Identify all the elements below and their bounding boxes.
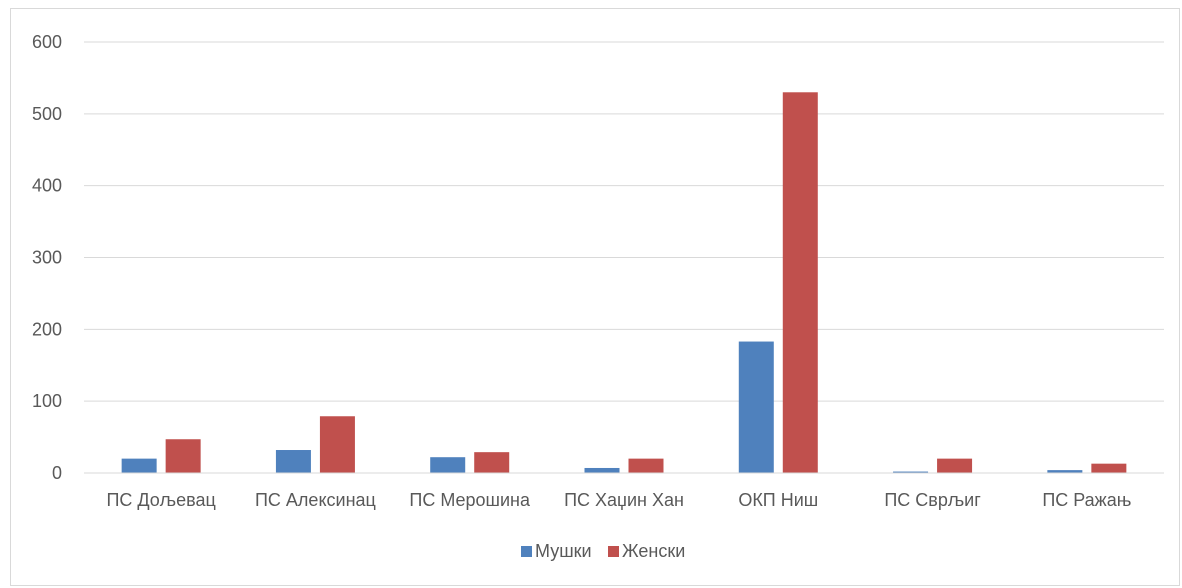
y-tick-label: 400 (32, 176, 62, 196)
y-axis-ticks: 0 100 200 300 400 500 600 (32, 32, 62, 483)
legend-swatch (608, 546, 619, 557)
x-tick-label: ПС Мерошина (409, 490, 531, 510)
y-tick-label: 100 (32, 391, 62, 411)
bars (121, 92, 1127, 474)
bar-series2 (319, 416, 355, 473)
chart-frame (10, 8, 1180, 586)
x-tick-label: ПС Хаџин Хан (564, 490, 684, 510)
bar-series1 (430, 457, 466, 473)
legend-label: Женски (622, 541, 685, 561)
x-axis-ticks: ПС Дољевац ПС Алексинац ПС Мерошина ПС Хаџи… (106, 490, 1131, 510)
bar-series2 (165, 439, 201, 473)
x-tick-label: ПС Дољевац (106, 490, 215, 510)
bar-series2 (937, 458, 973, 473)
x-tick-label: ОКП Ниш (738, 490, 818, 510)
bar-series2 (474, 452, 510, 473)
bar-series1 (121, 458, 157, 473)
y-tick-label: 300 (32, 248, 62, 268)
bar-series2 (782, 92, 818, 474)
legend-swatch (521, 546, 532, 557)
bar-series1 (738, 341, 774, 473)
x-tick-label: ПС Сврљиг (884, 490, 981, 510)
gridlines (84, 41, 1164, 402)
x-tick-label: ПС Алексинац (255, 490, 376, 510)
bar-series2 (628, 458, 664, 473)
y-tick-label: 200 (32, 319, 62, 339)
bar-series2 (1091, 463, 1127, 473)
bar-series1 (1047, 470, 1083, 473)
bar-series1 (275, 450, 311, 473)
bar-series1 (584, 467, 620, 473)
y-tick-label: 0 (52, 463, 62, 483)
y-tick-label: 600 (32, 32, 62, 52)
bar-series1 (893, 471, 929, 473)
legend-label: Мушки (535, 541, 592, 561)
legend: Мушки Женски (521, 541, 685, 561)
x-tick-label: ПС Ражањ (1042, 490, 1131, 510)
y-tick-label: 500 (32, 104, 62, 124)
